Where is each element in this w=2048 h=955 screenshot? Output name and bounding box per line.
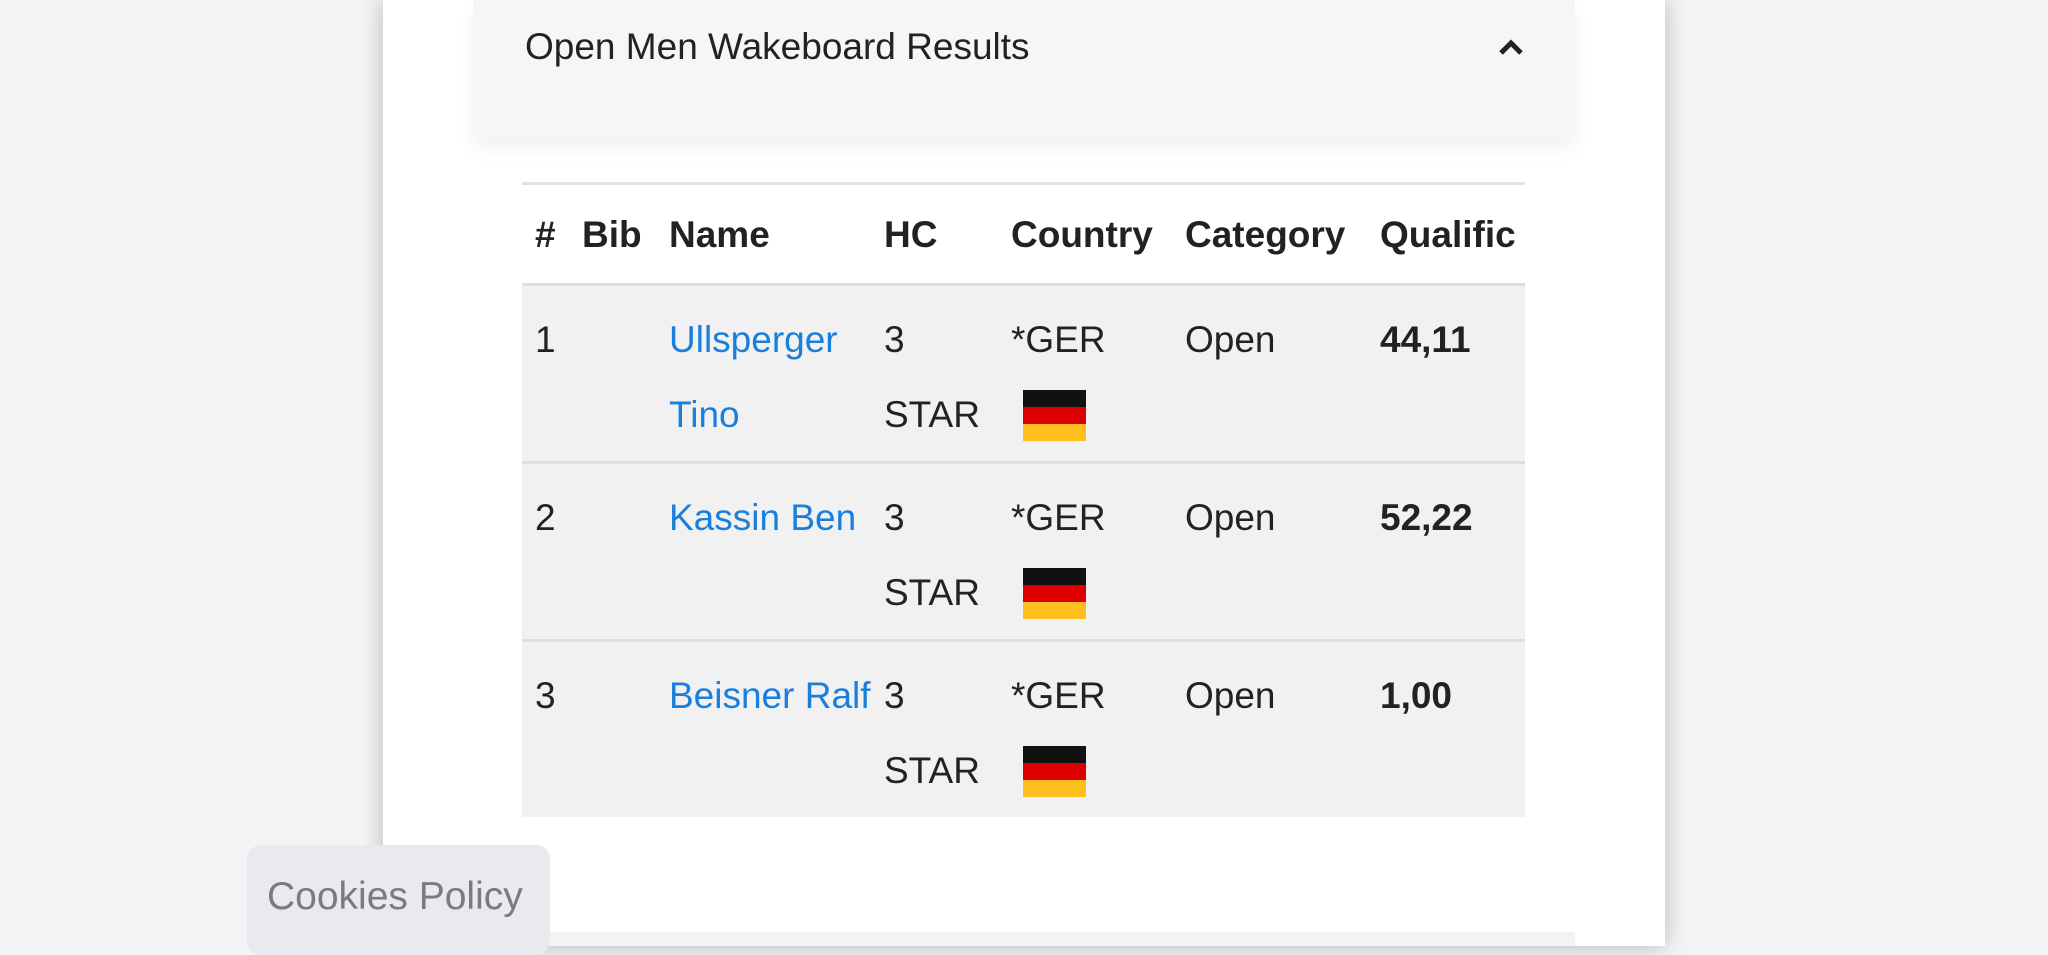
table-row: 2 Kassin Ben 3 STAR *GER Open 52,22 [522,461,1525,639]
flag-icon [1023,746,1086,797]
column-header: # [535,214,556,255]
handicap: 3 STAR [884,319,980,435]
qualification-score: 44,11 [1380,319,1471,360]
next-section [473,932,1575,946]
athlete-name[interactable]: Beisner Ralf [669,675,871,716]
column-header: Name [669,214,770,255]
accordion-title: Open Men Wakeboard Results [525,26,1030,67]
accordion-header[interactable]: Open Men Wakeboard Results [473,0,1575,137]
qualification-score: 1,00 [1380,675,1453,716]
chevron-icon[interactable] [1498,38,1524,56]
country: *GER [1011,497,1106,538]
column-header: HC [884,214,938,255]
table-row: 3 Beisner Ralf 3 STAR *GER Open 1,00 [522,639,1525,817]
rank: 2 [535,497,556,538]
rank: 1 [535,319,556,360]
category: Open [1185,675,1276,716]
cookies-button[interactable]: Cookies Policy [247,845,550,955]
column-header: Country [1011,214,1153,255]
flag-icon [1023,390,1086,441]
country: *GER [1011,675,1106,716]
athlete-name[interactable]: Kassin Ben [669,497,857,538]
handicap: 3 STAR [884,497,980,613]
category: Open [1185,497,1276,538]
results-table: # Bib Name HC Country Category Qualific 1 Ullspe… [522,182,1525,819]
column-header: Qualific [1380,214,1516,255]
column-header: Bib [582,214,642,255]
table-row: 1 Ullsperger Tino 3 STAR *GER Open 44,11 [522,283,1525,461]
category: Open [1185,319,1276,360]
country: *GER [1011,319,1106,360]
athlete-name[interactable]: Ullsperger Tino [669,319,838,435]
handicap: 3 STAR [884,675,980,791]
rank: 3 [535,675,556,716]
qualification-score: 52,22 [1380,497,1473,538]
cookies-label: Cookies Policy [267,875,523,918]
flag-icon [1023,568,1086,619]
column-header: Category [1185,214,1346,255]
